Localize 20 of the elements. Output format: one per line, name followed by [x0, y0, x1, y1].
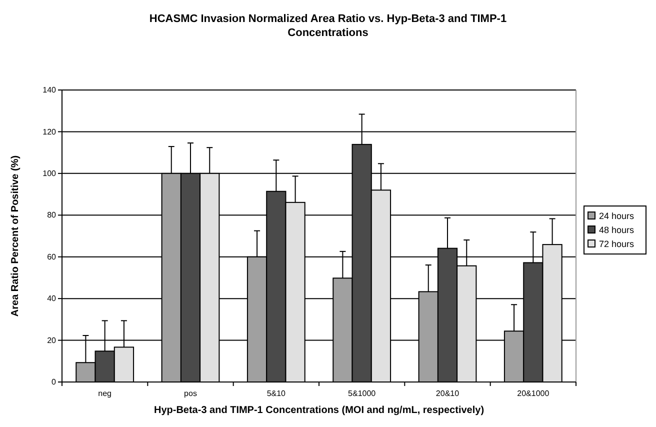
chart-title: HCASMC Invasion Normalized Area Ratio vs. Hyp-Beta-3 and TIMP-1 Concentrations [149, 13, 507, 39]
y-tick-label: 0 [52, 378, 57, 387]
y-tick-label: 20 [47, 336, 57, 345]
x-tick-label: 20&1000 [517, 389, 550, 398]
y-tick-label: 100 [42, 168, 57, 178]
y-tick-label: 120 [42, 127, 57, 136]
x-tick-label: 5&10 [266, 389, 286, 398]
y-tick-label: 80 [47, 210, 57, 220]
x-tick-label: 20&10 [436, 389, 460, 398]
x-axis-title: Hyp-Beta-3 and TIMP-1 Concentrations (MOI and ng/mL, respectively) [154, 405, 484, 416]
y-tick-label: 60 [47, 252, 57, 262]
x-tick-label: 5&1000 [348, 389, 376, 398]
y-axis-title: Area Ratio Percent of Positive (%) [10, 155, 21, 317]
legend-label: 24 hours [599, 211, 635, 221]
y-tick-label: 140 [42, 86, 57, 95]
x-tick-label: pos [184, 389, 197, 398]
x-tick-label: neg [98, 389, 112, 398]
legend-label: 72 hours [599, 239, 635, 249]
y-tick-label: 40 [47, 294, 57, 304]
legend-label: 48 hours [599, 225, 635, 235]
